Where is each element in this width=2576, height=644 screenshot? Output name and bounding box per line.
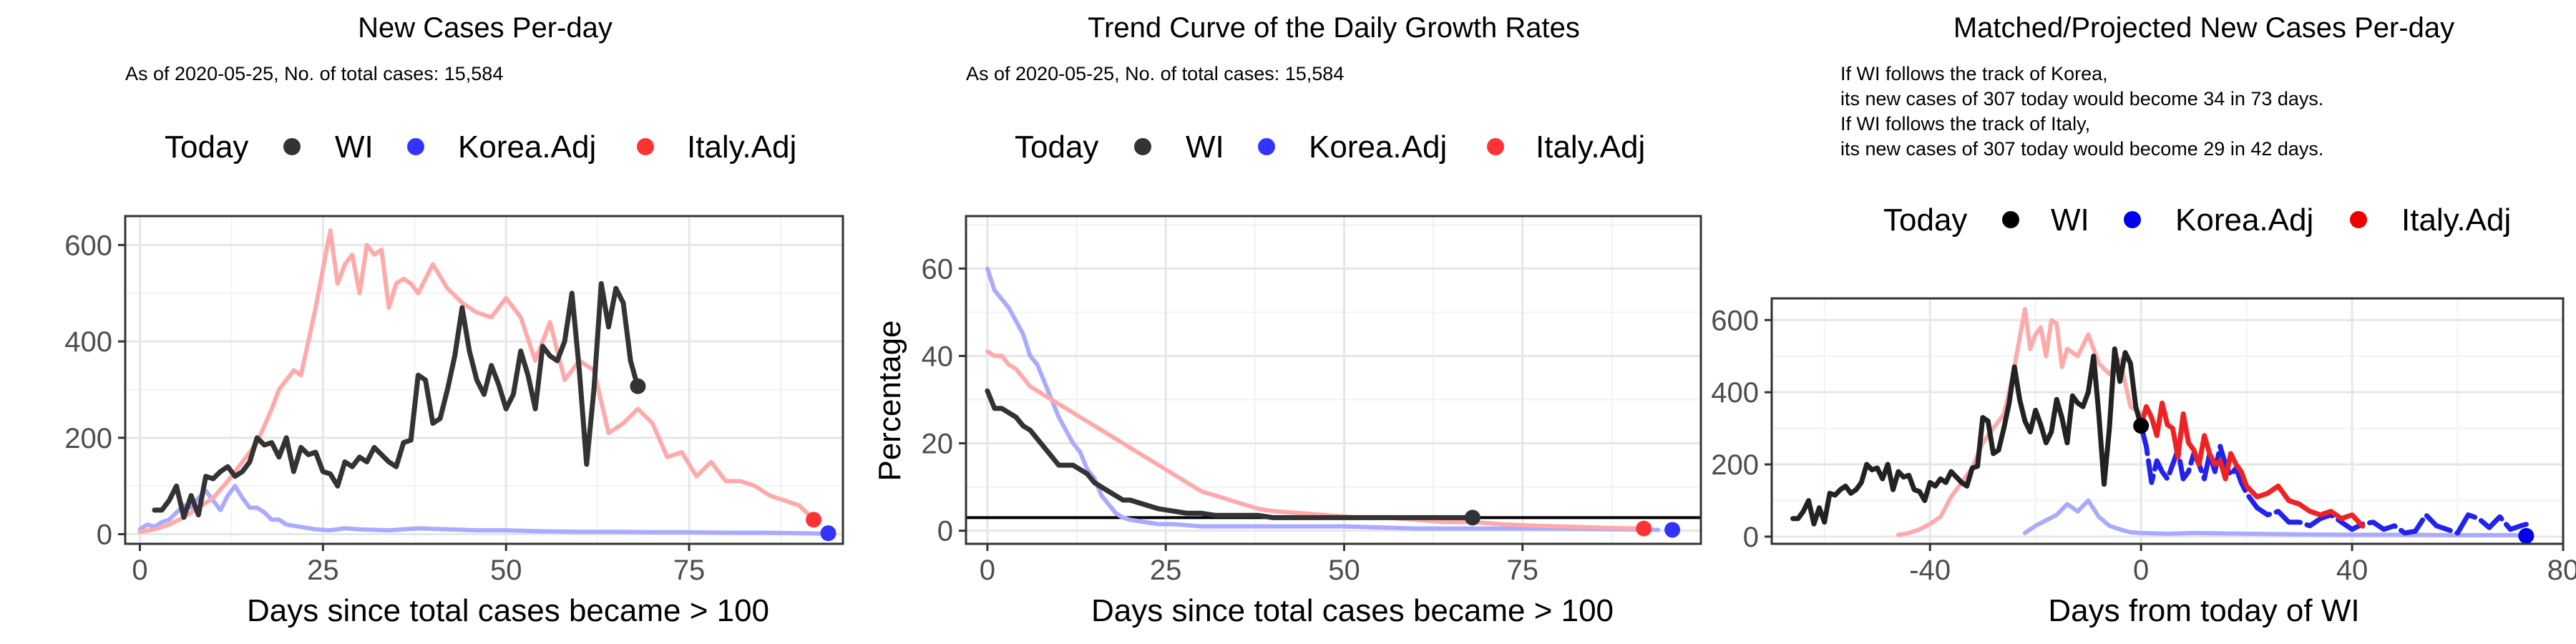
x-tick-label: 25 xyxy=(1150,555,1182,586)
y-tick-label: 200 xyxy=(64,423,112,454)
chart2-legend-title: Today xyxy=(1015,130,1098,165)
plot-background xyxy=(125,216,843,544)
x-tick-label: 80 xyxy=(2547,555,2576,586)
chart2-subtitle: As of 2020-05-25, No. of total cases: 15… xyxy=(966,63,1344,84)
series-line-italy-adj xyxy=(985,349,1646,531)
x-tick-label: 0 xyxy=(132,555,147,586)
series-line-italy-adj xyxy=(137,228,816,535)
y-tick-label: 20 xyxy=(922,429,954,460)
y-tick-label: 200 xyxy=(1711,449,1759,481)
plot-border xyxy=(965,215,1702,545)
chart1-legend-key-korea xyxy=(407,138,424,155)
chart2-legend-korea: Korea.Adj xyxy=(1309,130,1447,165)
chart1-legend-key-italy xyxy=(637,138,654,155)
chart1-legend-korea: Korea.Adj xyxy=(458,130,596,165)
chart3-x-axis-label: Days from today of WI xyxy=(2048,593,2359,628)
chart3-legend-wi: WI xyxy=(2051,203,2089,238)
today-point-korea-adj xyxy=(2518,527,2534,544)
today-point-korea-adj xyxy=(820,525,836,542)
y-tick-label: 0 xyxy=(1743,522,1759,553)
chart2-legend-italy: Italy.Adj xyxy=(1536,130,1645,165)
chart3-title: Matched/Projected New Cases Per-day xyxy=(1953,12,2454,44)
today-point-italy-adj xyxy=(806,512,822,528)
series-line-korea-adj-history xyxy=(2022,498,2534,538)
series-line-italy-adj-projected xyxy=(2138,400,2366,529)
chart1-legend-key-wi xyxy=(283,138,301,155)
chart2-legend-key-korea xyxy=(1258,138,1275,155)
chart1-legend: Today WI Korea.Adj Italy.Adj xyxy=(165,130,796,165)
chart3-legend-key-italy xyxy=(2350,211,2367,228)
panel-growth-rates: Trend Curve of the Daily Growth Rates As… xyxy=(872,12,1702,628)
x-tick-label: 75 xyxy=(673,555,706,586)
series-line-korea-adj-projected xyxy=(2138,423,2529,536)
panel-projected-cases: Matched/Projected New Cases Per-day If W… xyxy=(1711,12,2576,628)
plot-background xyxy=(966,216,1701,544)
chart3-legend-korea: Korea.Adj xyxy=(2175,203,2313,238)
chart3-legend-key-wi xyxy=(2002,211,2019,228)
panel-new-cases: New Cases Per-day As of 2020-05-25, No. … xyxy=(64,12,844,628)
today-point-wi xyxy=(2133,418,2150,434)
chart2-x-axis-label: Days since total cases became > 100 xyxy=(1091,593,1614,628)
y-tick-label: 0 xyxy=(97,519,112,551)
x-tick-label: 0 xyxy=(2133,555,2149,586)
y-tick-label: 400 xyxy=(64,326,112,358)
x-tick-label: 75 xyxy=(1506,555,1538,586)
chart2-legend: Today WI Korea.Adj Italy.Adj xyxy=(1015,130,1645,165)
plot-border xyxy=(124,215,844,545)
chart2-legend-key-wi xyxy=(1134,138,1151,155)
y-tick-label: 40 xyxy=(922,341,954,372)
chart3-legend-key-korea xyxy=(2124,211,2141,228)
y-tick-label: 600 xyxy=(64,230,112,261)
chart2-legend-wi: WI xyxy=(1186,130,1224,165)
x-tick-label: 50 xyxy=(1328,555,1360,586)
chart1-x-axis-label: Days since total cases became > 100 xyxy=(247,593,769,628)
today-point-italy-adj xyxy=(1636,520,1652,537)
chart3-annotation-3: If WI follows the track of Italy, xyxy=(1840,113,2090,135)
chart2-plot-area: 0 25 50 75 0 20 40 60 xyxy=(922,215,1702,586)
y-tick-label: 0 xyxy=(937,516,953,547)
y-tick-label: 400 xyxy=(1711,377,1759,409)
x-tick-label: 0 xyxy=(980,555,995,586)
series-line-wi xyxy=(152,280,640,520)
chart3-annotation-2: its new cases of 307 today would become … xyxy=(1840,88,2323,109)
x-tick-label: 50 xyxy=(490,555,522,586)
chart1-subtitle: As of 2020-05-25, No. of total cases: 15… xyxy=(125,63,503,84)
chart1-plot-area: 0 25 50 75 0 200 400 600 xyxy=(64,215,844,586)
x-tick-label: 40 xyxy=(2336,555,2368,586)
chart3-plot-area: -40 0 40 80 0 200 400 600 xyxy=(1711,297,2576,586)
y-tick-label: 60 xyxy=(922,253,954,285)
chart1-legend-italy: Italy.Adj xyxy=(687,130,796,165)
chart3-annotation-1: If WI follows the track of Korea, xyxy=(1840,63,2108,84)
chart3-annotation-4: its new cases of 307 today would become … xyxy=(1840,138,2323,160)
series-line-wi xyxy=(1790,346,2144,527)
chart1-title: New Cases Per-day xyxy=(358,12,613,44)
chart3-legend-italy: Italy.Adj xyxy=(2401,203,2511,238)
chart3-legend: Today WI Korea.Adj Italy.Adj xyxy=(1883,203,2511,238)
y-tick-label: 600 xyxy=(1711,305,1759,336)
chart1-legend-title: Today xyxy=(165,130,248,165)
x-tick-label: -40 xyxy=(1909,555,1951,586)
chart1-legend-wi: WI xyxy=(335,130,374,165)
x-tick-label: 25 xyxy=(307,555,339,586)
plot-border xyxy=(1770,297,2565,545)
today-point-wi xyxy=(1464,509,1480,526)
chart2-title: Trend Curve of the Daily Growth Rates xyxy=(1088,12,1580,44)
series-line-wi xyxy=(985,388,1475,520)
chart2-legend-key-italy xyxy=(1487,138,1504,155)
series-line-korea-adj xyxy=(985,266,1661,532)
chart2-y-axis-label: Percentage xyxy=(872,320,907,481)
today-point-wi xyxy=(630,378,646,394)
today-point-korea-adj xyxy=(1664,522,1681,538)
series-line-italy-adj-history xyxy=(1896,307,2144,537)
chart3-legend-title: Today xyxy=(1883,203,1967,238)
